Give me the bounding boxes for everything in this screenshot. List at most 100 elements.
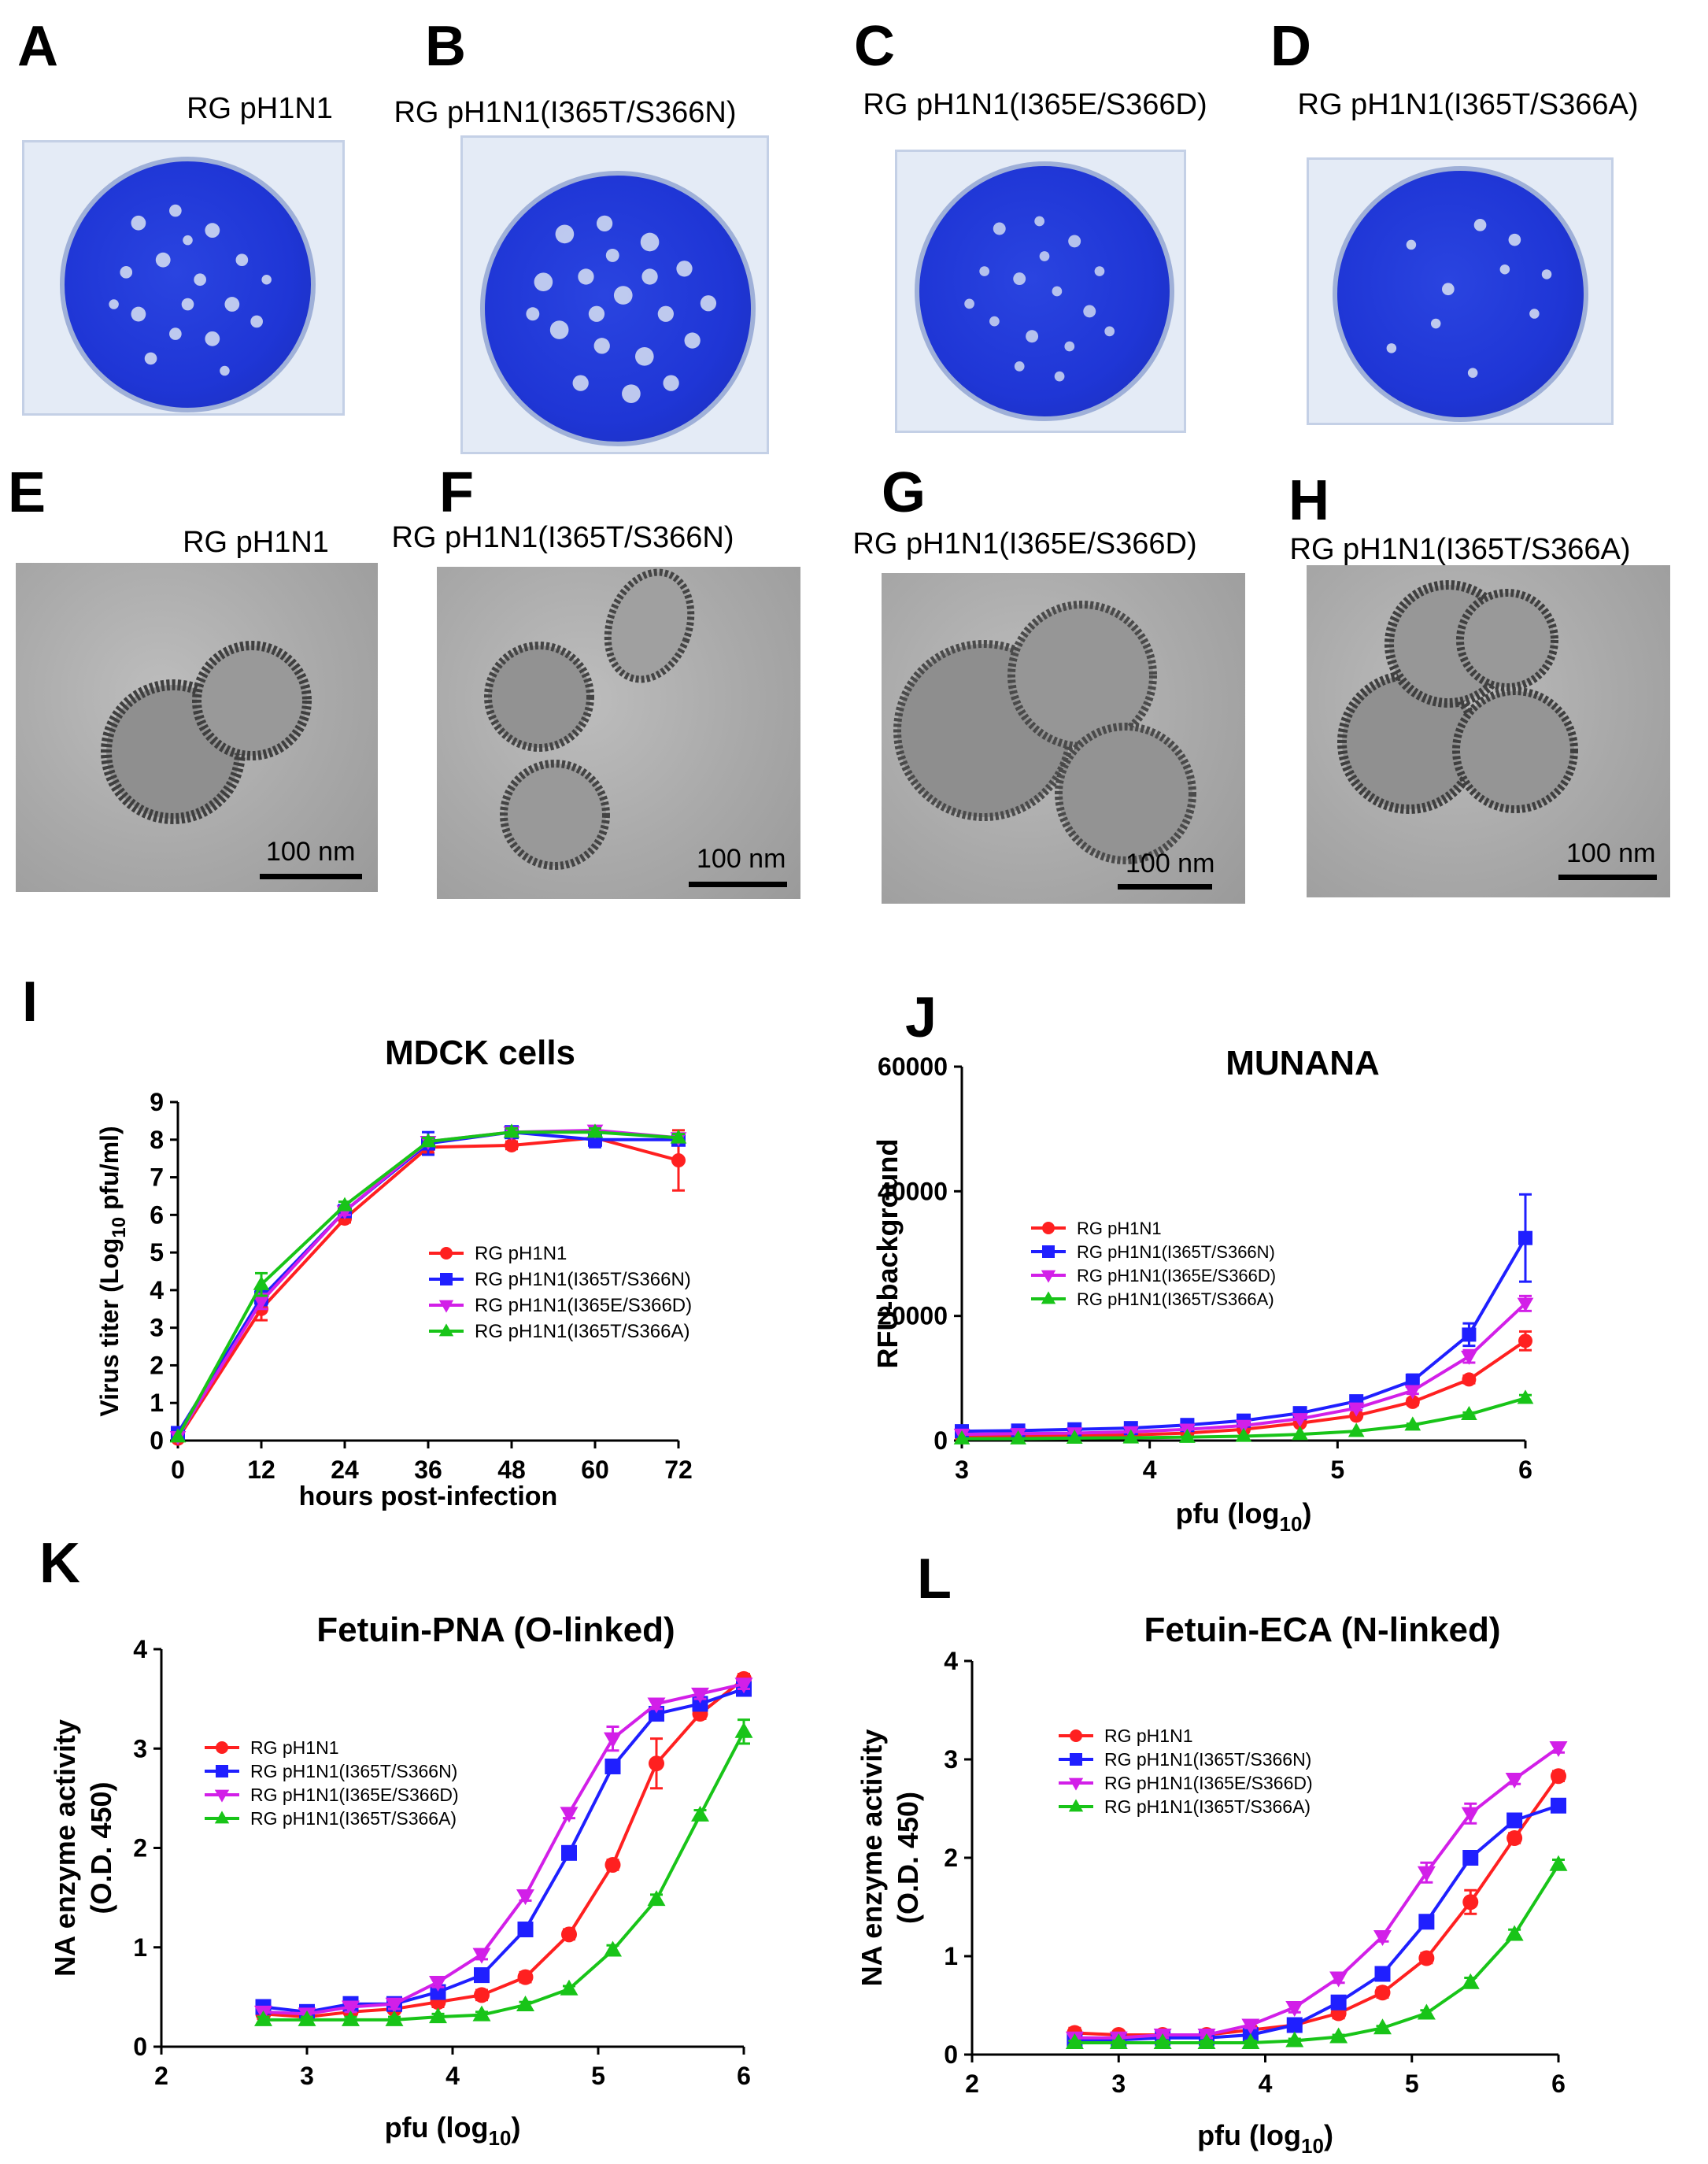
- y-tick-label: 0: [944, 2040, 958, 2069]
- em-title-e: RG pH1N1: [183, 526, 329, 559]
- x-tick-label: 24: [331, 1456, 359, 1484]
- data-point: [503, 1123, 520, 1138]
- legend-label: RG pH1N1(I365T/S366N): [1077, 1242, 1275, 1262]
- legend-label: RG pH1N1(I365T/S366A): [1104, 1796, 1311, 1817]
- y-axis-label-k: NA enzyme activity: [49, 1719, 81, 1977]
- data-point: [1517, 1389, 1534, 1404]
- em-title-f: RG pH1N1(I365T/S366N): [391, 521, 734, 554]
- panel-label-h: H: [1288, 469, 1329, 532]
- data-point: [1065, 2033, 1084, 2049]
- data-point: [1197, 2033, 1216, 2049]
- data-point: [1417, 1866, 1436, 1882]
- data-point: [586, 1123, 604, 1138]
- x-tick-label: 4: [445, 2062, 460, 2090]
- plaque-well-b: [480, 171, 756, 446]
- panel-label-e: E: [8, 461, 46, 524]
- x-tick-label: 5: [1405, 2070, 1419, 2098]
- legend-label: RG pH1N1: [475, 1243, 567, 1264]
- data-point: [1549, 1855, 1568, 1871]
- series-line: [1074, 1863, 1560, 2044]
- data-point: [1461, 1807, 1480, 1823]
- legend-marker: [438, 1300, 454, 1313]
- scale-bar-f: [689, 882, 787, 887]
- data-point: [1461, 1405, 1477, 1420]
- x-tick-label: 4: [1259, 2070, 1273, 2098]
- legend-l: RG pH1N1 RG pH1N1(I365T/S366N) RG pH1N1(I3…: [1059, 1726, 1313, 1817]
- y-tick-label: 1: [944, 1942, 958, 1970]
- legend-k: RG pH1N1 RG pH1N1(I365T/S366N) RG pH1N1(I3…: [205, 1737, 459, 1829]
- scale-label-f: 100 nm: [697, 844, 786, 874]
- data-point: [253, 1275, 270, 1290]
- legend-label: RG pH1N1(I365E/S366D): [250, 1785, 459, 1805]
- series-line: [1074, 1803, 1559, 2042]
- data-point: [647, 1890, 666, 1907]
- legend-label: RG pH1N1: [1104, 1726, 1192, 1746]
- panel-label-g: G: [882, 461, 926, 524]
- plaque-title-c: RG pH1N1(I365E/S366D): [863, 88, 1207, 121]
- x-tick-label: 2: [965, 2070, 979, 2098]
- data-point: [169, 1428, 187, 1443]
- legend-i: RG pH1N1 RG pH1N1(I365T/S366N) RG pH1N1(I3…: [429, 1243, 692, 1342]
- data-point: [1461, 1973, 1480, 1989]
- chart-title-j: MUNANA: [1226, 1044, 1380, 1082]
- x-tick-label: 0: [171, 1456, 185, 1484]
- data-point: [1405, 1394, 1420, 1409]
- x-tick-label: 6: [1518, 1456, 1532, 1484]
- plaque-spots-b: [526, 215, 717, 403]
- plaque-title-d: RG pH1N1(I365T/S366A): [1297, 88, 1639, 121]
- legend-label: RG pH1N1(I365T/S366A): [475, 1321, 689, 1342]
- y-tick-label: 3: [133, 1734, 147, 1763]
- y-tick-label: 5: [150, 1238, 164, 1267]
- y-tick-label: 2: [150, 1351, 164, 1379]
- data-point: [604, 1940, 622, 1957]
- x-tick-label: 5: [1330, 1456, 1344, 1484]
- panel-label-a: A: [17, 15, 58, 78]
- data-point: [1286, 2017, 1303, 2033]
- y-axis-label-l: NA enzyme activity: [856, 1729, 888, 1987]
- data-point: [1374, 1985, 1391, 2001]
- data-point: [474, 1987, 490, 2003]
- data-point: [505, 1137, 519, 1152]
- y-axis-label-i: Virus titer (Log10 pfu/ml): [95, 1126, 130, 1416]
- x-tick-label: 5: [591, 2062, 605, 2090]
- y-tick-label: 1: [150, 1389, 164, 1417]
- data-point: [1374, 1966, 1391, 1982]
- x-tick-label: 3: [300, 2062, 314, 2090]
- data-point: [516, 1995, 534, 2011]
- x-tick-label: 60: [581, 1456, 609, 1484]
- panel-label-c: C: [854, 15, 895, 78]
- x-tick-label: 36: [414, 1456, 442, 1484]
- y-tick-label: 4: [944, 1647, 958, 1675]
- data-point: [1507, 1812, 1523, 1829]
- data-point: [1122, 1429, 1140, 1444]
- x-axis-label-l: pfu (log10): [1197, 2119, 1333, 2158]
- x-tick-label: 48: [497, 1456, 526, 1484]
- virion-drawing-h: [1337, 580, 1578, 814]
- data-point: [1179, 1428, 1196, 1443]
- series-l-1: [1067, 1797, 1566, 2048]
- y-tick-label: 2: [944, 1844, 958, 1872]
- data-point: [254, 2010, 272, 2026]
- data-point: [474, 1967, 490, 1984]
- legend-label: RG pH1N1(I365E/S366D): [1077, 1266, 1276, 1285]
- data-point: [1348, 1402, 1365, 1417]
- series-k-3: [254, 1718, 753, 2026]
- data-point: [734, 1678, 753, 1694]
- panel-label-j: J: [905, 986, 937, 1049]
- y-axis-label2-l: (O.D. 450): [892, 1792, 924, 1924]
- scale-label-g: 100 nm: [1126, 849, 1215, 879]
- data-point: [516, 1889, 534, 1906]
- x-tick-label: 6: [737, 2062, 751, 2090]
- y-tick-label: 4: [150, 1276, 164, 1304]
- data-point: [1329, 2027, 1348, 2044]
- data-point: [385, 1997, 404, 2014]
- chart-fetuin-eca: Fetuin-ECA (N-linked) 2 3 4 5 6 0 1 2 3 4 pfu (log1…: [856, 1611, 1568, 2158]
- series-j-1: [955, 1193, 1532, 1439]
- data-point: [561, 1844, 577, 1861]
- data-point: [472, 1948, 491, 1964]
- legend-j: RG pH1N1 RG pH1N1(I365T/S366N) RG pH1N1(I3…: [1031, 1219, 1276, 1309]
- x-tick-label: 3: [955, 1456, 969, 1484]
- data-point: [1404, 1416, 1421, 1431]
- x-axis-label-k: pfu (log10): [385, 2111, 521, 2150]
